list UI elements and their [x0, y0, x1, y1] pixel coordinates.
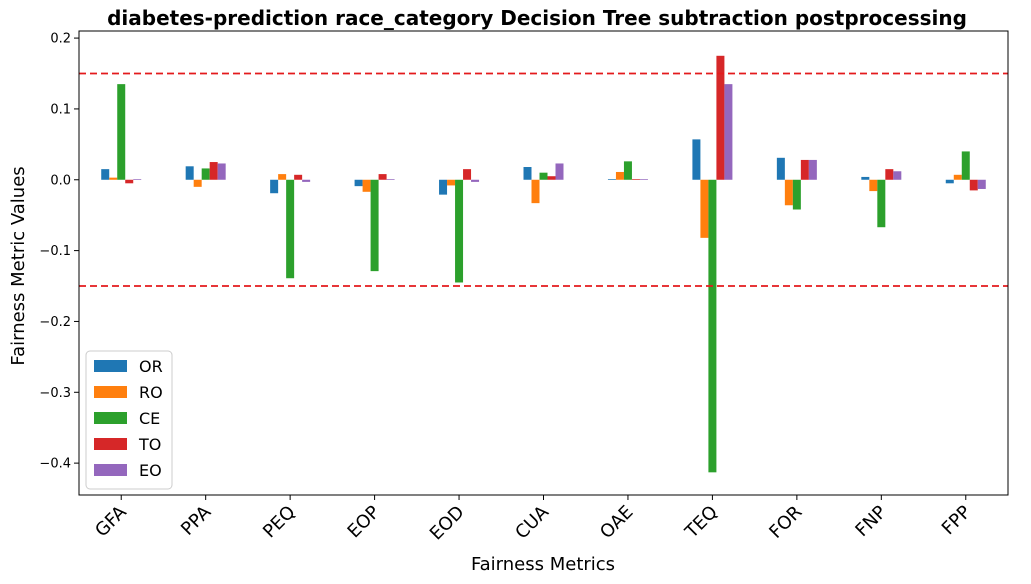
bar-ro-gfa: [109, 177, 118, 180]
y-tick-label: 0.0: [50, 173, 71, 188]
bar-eo-peq: [302, 179, 311, 182]
x-tick-label-ppa: PPA: [177, 501, 216, 540]
bar-ce-fpp: [961, 151, 970, 180]
plot-area: [78, 30, 1009, 496]
y-tick-label: −0.2: [39, 315, 71, 330]
bar-eo-teq: [724, 84, 733, 180]
bar-eo-fnp: [893, 171, 902, 180]
legend-swatch-or: [94, 360, 127, 372]
bar-ro-cua: [531, 179, 540, 204]
bar-ce-gfa: [117, 84, 126, 180]
bar-ce-teq: [708, 179, 717, 473]
x-axis: GFA PPA PEQ EOP EOD CUA OAE TEQ FOR FNP FPP: [91, 495, 975, 544]
bar-or-fnp: [861, 176, 870, 180]
y-axis-label: Fairness Metric Values: [8, 166, 29, 365]
bar-eo-for: [808, 159, 817, 180]
bar-ce-cua: [539, 172, 548, 180]
bar-ce-fnp: [877, 179, 886, 228]
legend-swatch-eo: [94, 464, 127, 476]
bar-ce-peq: [286, 179, 295, 279]
bar-ro-fpp: [953, 174, 962, 180]
bar-to-gfa: [125, 179, 134, 184]
bar-ro-ppa: [193, 179, 202, 187]
y-tick-label: −0.4: [39, 457, 71, 472]
bar-or-cua: [523, 167, 532, 180]
bar-or-gfa: [101, 169, 110, 180]
bar-ro-oae: [615, 171, 624, 180]
bar-ce-eop: [370, 179, 379, 272]
bar-eo-cua: [555, 163, 564, 180]
bar-or-for: [776, 157, 785, 180]
y-tick-label: 0.1: [50, 102, 71, 117]
legend-label-ce: CE: [139, 409, 160, 428]
bar-eo-fpp: [977, 179, 986, 189]
bar-or-eop: [354, 179, 363, 187]
legend-label-eo: EO: [139, 461, 162, 480]
plot-frame: [78, 30, 1009, 496]
bar-ro-for: [784, 179, 793, 206]
y-tick-label: −0.3: [39, 386, 71, 401]
legend-label-or: OR: [139, 357, 163, 376]
bar-ce-eod: [455, 179, 464, 283]
y-tick-label: −0.1: [39, 244, 71, 259]
bar-to-fnp: [885, 169, 894, 180]
y-tick-label: 0.2: [50, 32, 71, 47]
x-tick-label-teq: TEQ: [681, 502, 722, 543]
x-tick-label-cua: CUA: [511, 501, 553, 543]
bar-ro-eop: [362, 179, 371, 192]
x-tick-label-for: FOR: [765, 502, 806, 543]
bar-to-fpp: [969, 179, 978, 191]
legend-swatch-ro: [94, 386, 127, 398]
legend-swatch-ce: [94, 412, 127, 424]
bar-to-ppa: [209, 162, 218, 180]
legend: OR RO CE TO EO: [85, 350, 173, 490]
bar-eo-eod: [471, 179, 480, 182]
x-tick-label-eop: EOP: [344, 502, 385, 543]
bar-ro-fnp: [869, 179, 878, 192]
chart-title: diabetes-prediction race_category Decisi…: [107, 6, 967, 30]
bar-to-teq: [716, 55, 725, 180]
bar-or-fpp: [945, 179, 954, 184]
bar-ro-eod: [447, 179, 456, 186]
x-tick-label-fpp: FPP: [938, 502, 976, 540]
bar-ce-for: [792, 179, 801, 210]
bar-or-peq: [270, 179, 279, 194]
bar-to-for: [800, 159, 809, 180]
bar-or-teq: [692, 139, 701, 180]
x-tick-label-gfa: GFA: [91, 501, 131, 541]
legend-swatch-to: [94, 438, 127, 450]
bar-eo-eop: [386, 179, 395, 180]
legend-box: [85, 350, 173, 490]
bar-to-eop: [378, 174, 387, 180]
bar-ro-peq: [278, 174, 287, 180]
legend-label-ro: RO: [139, 383, 163, 402]
y-axis: −0.4 −0.3 −0.2 −0.1 0.0 0.1 0.2: [39, 32, 79, 472]
bar-eo-oae: [639, 179, 648, 180]
bar-or-oae: [607, 179, 616, 180]
legend-label-to: TO: [138, 435, 161, 454]
bar-ce-oae: [623, 161, 632, 180]
x-tick-label-eod: EOD: [426, 502, 469, 545]
bar-to-oae: [631, 179, 640, 180]
bar-or-ppa: [185, 166, 194, 180]
bar-eo-ppa: [217, 163, 226, 180]
bar-to-cua: [547, 176, 556, 180]
x-tick-label-peq: PEQ: [259, 502, 300, 543]
bar-to-peq: [294, 174, 303, 180]
bar-to-eod: [463, 169, 472, 180]
x-tick-label-oae: OAE: [596, 502, 637, 543]
bar-ce-ppa: [201, 168, 210, 180]
x-tick-label-fnp: FNP: [851, 502, 890, 541]
bar-or-eod: [439, 179, 448, 195]
bar-eo-gfa: [133, 179, 142, 180]
x-axis-label: Fairness Metrics: [471, 554, 615, 575]
bar-ro-teq: [700, 179, 709, 238]
